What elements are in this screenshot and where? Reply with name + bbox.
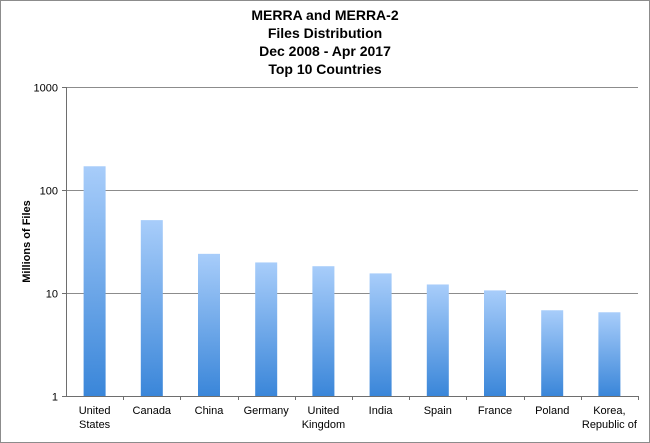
- bar: [426, 284, 449, 396]
- chart-title: MERRA and MERRA-2 Files Distribution Dec…: [0, 6, 650, 78]
- x-tick-label: Germany: [244, 405, 290, 417]
- x-tick-label: Poland: [535, 405, 569, 417]
- x-tick-label: France: [478, 405, 512, 417]
- x-tick-label: Korea, Republic of: [582, 405, 638, 431]
- bar: [83, 166, 106, 396]
- bar: [598, 312, 621, 396]
- bar: [312, 266, 335, 396]
- bar: [369, 273, 392, 396]
- bar: [484, 290, 506, 396]
- x-tick-label: India: [369, 405, 394, 417]
- axes: [62, 87, 639, 400]
- bar: [255, 262, 278, 396]
- chart-title-line-3: Dec 2008 - Apr 2017: [259, 43, 391, 59]
- x-tick-label: Spain: [424, 405, 452, 417]
- x-tick-label: Canada: [133, 405, 172, 417]
- y-axis-label: Millions of Files: [21, 200, 33, 283]
- chart-title-line-1: MERRA and MERRA-2: [251, 7, 399, 23]
- x-tick-label: United Kingdom: [302, 405, 345, 431]
- y-tick-label: 1: [52, 392, 58, 404]
- x-tick-label: China: [195, 405, 225, 417]
- labels: 1 10 100 1000 United States Canada China Germany…: [34, 83, 638, 432]
- bar: [198, 253, 220, 396]
- y-tick-label: 100: [40, 186, 58, 198]
- y-tick-label: 1000: [34, 83, 58, 95]
- chart-title-line-2: Files Distribution: [267, 25, 383, 41]
- chart-title-line-4: Top 10 Countries: [268, 61, 382, 77]
- bar: [541, 310, 564, 396]
- x-tick-label: United States: [79, 405, 111, 431]
- bar: [140, 220, 163, 396]
- y-tick-label: 10: [46, 289, 58, 301]
- bars: [83, 166, 621, 396]
